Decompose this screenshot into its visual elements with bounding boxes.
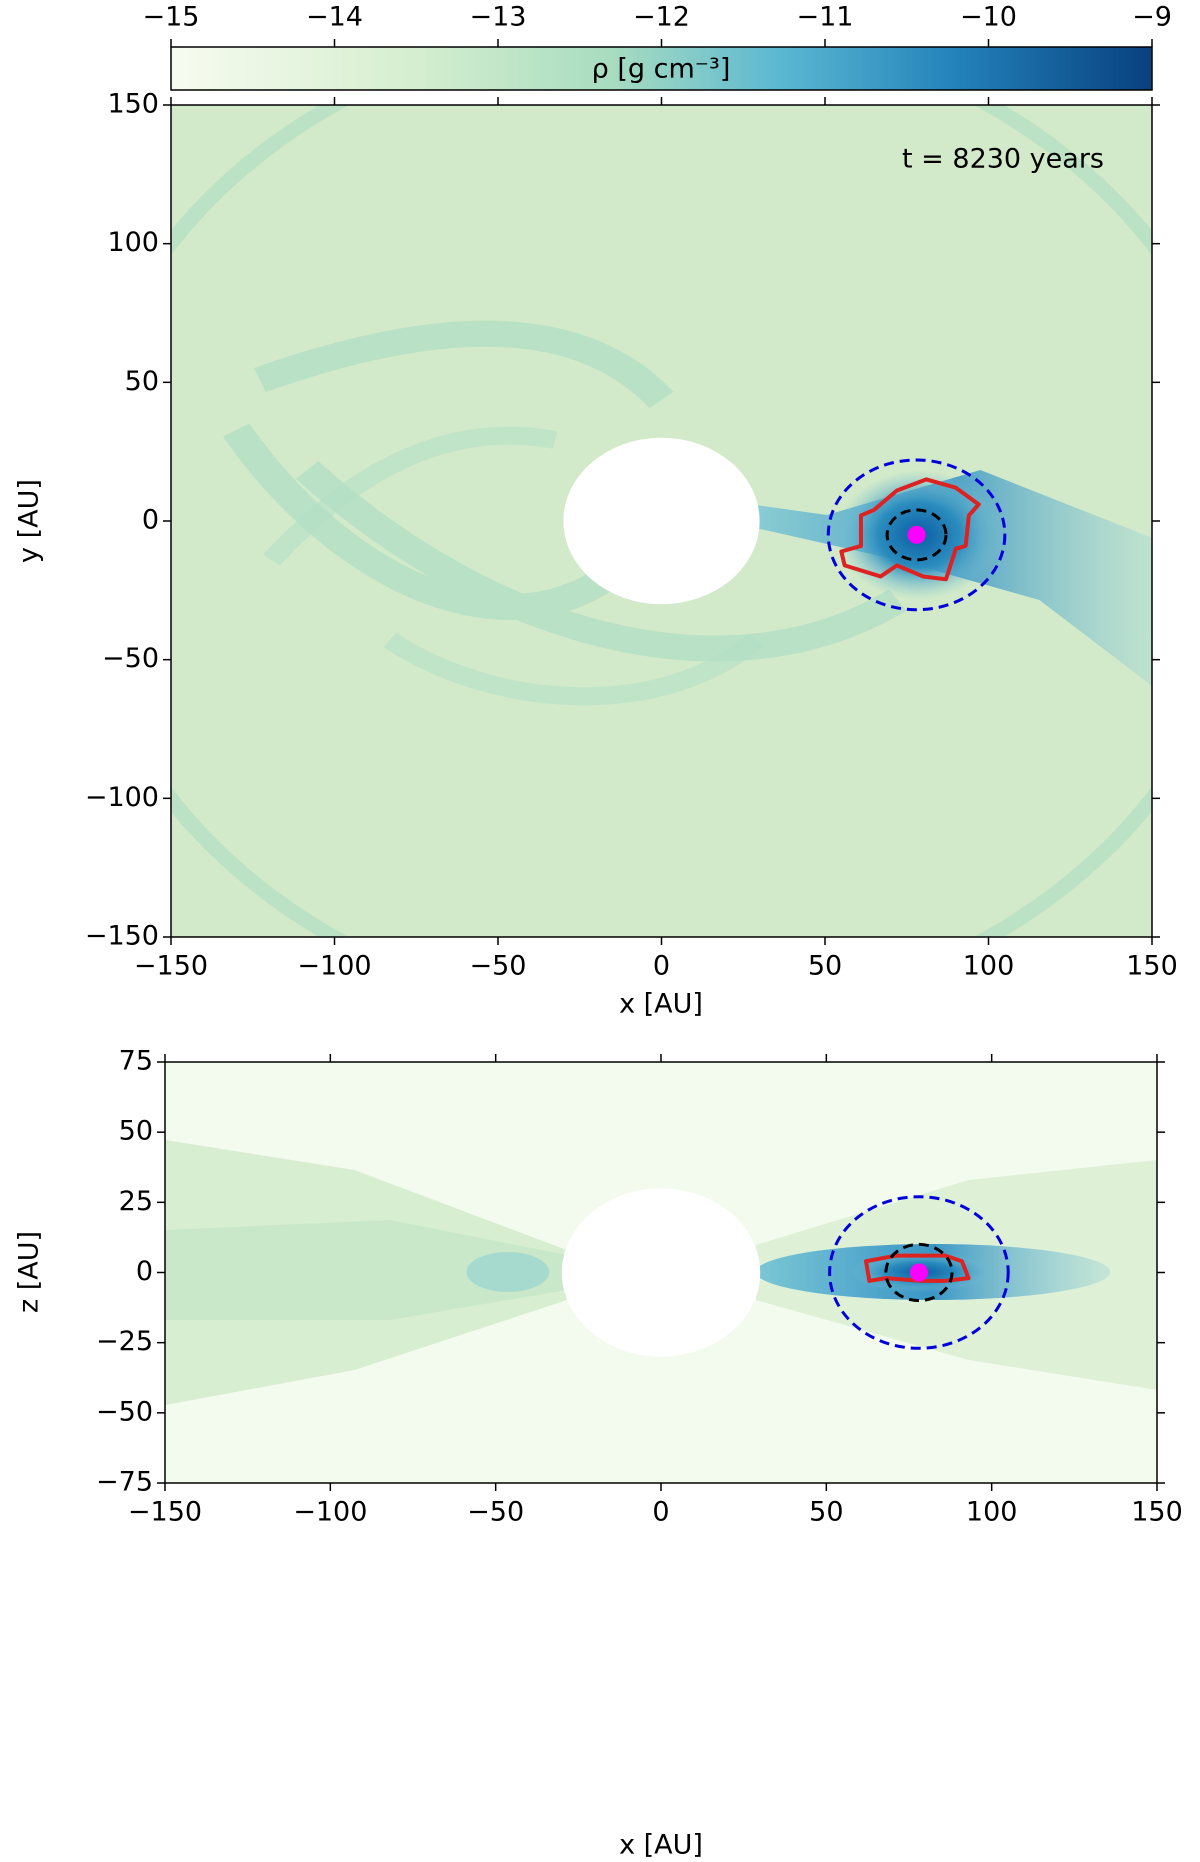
colorbar-tick-label: −12 [633,2,690,33]
y-tick-label: −50 [96,1396,153,1427]
x-tick-label: −100 [297,951,371,982]
x-tick-label: −50 [467,1497,524,1528]
hill-circle [828,1195,1010,1350]
y-tick-label: 0 [142,505,159,536]
y-tick-label: −50 [102,643,159,674]
y-tick-label: 100 [107,227,159,258]
y-tick-label: 0 [136,1256,153,1287]
x-tick-label: 150 [1126,951,1178,982]
colorbar-tick-label: −10 [960,2,1017,33]
colorbar-tick-label: −15 [143,2,200,33]
hill-circle [884,1242,954,1303]
contour [839,477,981,582]
hill-circle [826,458,1007,612]
colorbar-tick-label: −14 [306,2,363,33]
x-tick-label: 100 [963,951,1015,982]
y-tick-label: 25 [119,1186,153,1217]
y-tick-label: 50 [125,366,159,397]
x-tick-label: 50 [809,1497,843,1528]
colorbar [170,46,1153,91]
x-tick-label: 0 [653,951,670,982]
colorbar-tick-label: −11 [797,2,854,33]
x-tick-label: −150 [134,951,208,982]
x-tick-label: 150 [1131,1497,1183,1528]
x-axis-label: x [AU] [619,1830,703,1861]
x-tick-label: 50 [808,951,842,982]
hill-circle [885,508,948,562]
time-annotation: t = 8230 years [902,144,1104,175]
x-tick-label: 0 [652,1497,669,1528]
colorbar-tick-label: −13 [470,2,527,33]
x-tick-label: 100 [966,1497,1018,1528]
x-tick-label: −150 [128,1497,202,1528]
y-axis-label: y [AU] [14,479,45,563]
contour [864,1253,971,1283]
x-tick-label: −50 [470,951,527,982]
planet [909,1263,928,1282]
colorbar-label: ρ [g cm⁻³] [592,54,731,85]
colorbar-tick-label: −9 [1132,2,1172,33]
y-tick-label: −100 [85,782,159,813]
y-tick-label: −25 [96,1326,153,1357]
y-tick-label: −75 [96,1467,153,1498]
y-tick-label: 50 [119,1116,153,1147]
z-axis-label: z [AU] [14,1231,45,1313]
y-tick-label: 75 [119,1046,153,1077]
inner-boundary [563,437,760,605]
x-axis-label: x [AU] [619,989,703,1020]
y-tick-label: −150 [85,921,159,952]
planet [907,525,926,544]
y-tick-label: 150 [107,89,159,120]
inner-boundary [561,1188,761,1357]
x-tick-label: −100 [293,1497,367,1528]
density-field-top [171,105,1152,937]
